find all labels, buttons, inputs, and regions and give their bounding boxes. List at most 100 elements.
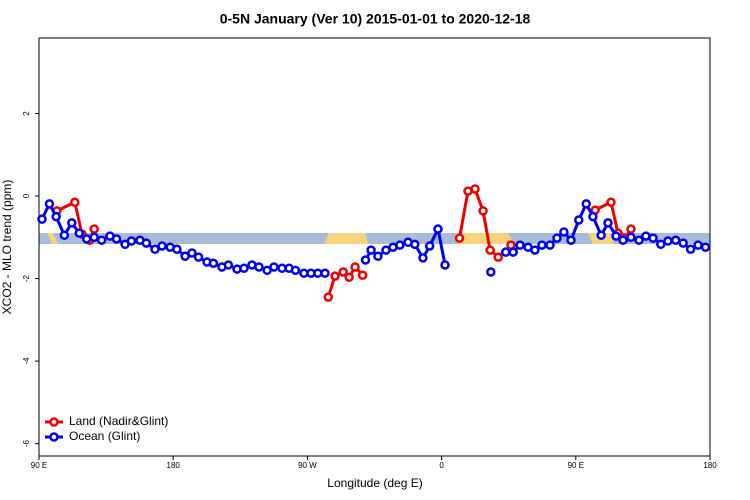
data-point bbox=[486, 267, 496, 277]
y-tick-label: -4 bbox=[22, 357, 31, 365]
data-point bbox=[530, 245, 540, 255]
data-point bbox=[89, 224, 99, 234]
data-point bbox=[81, 234, 92, 244]
data-point bbox=[603, 218, 613, 228]
data-point bbox=[618, 235, 628, 245]
data-point bbox=[239, 263, 249, 274]
data-point bbox=[89, 232, 99, 243]
data-point bbox=[678, 238, 688, 248]
data-point bbox=[611, 231, 621, 241]
data-point bbox=[424, 241, 435, 251]
data-point bbox=[208, 258, 219, 269]
x-axis-label: Longitude (deg E) bbox=[327, 476, 422, 490]
data-point bbox=[433, 224, 443, 234]
data-point bbox=[581, 199, 591, 209]
y-tick-label: 2 bbox=[22, 111, 31, 116]
data-point bbox=[515, 240, 525, 250]
data-point bbox=[545, 240, 555, 250]
x-tick-label: 180 bbox=[167, 461, 181, 470]
data-point bbox=[223, 260, 234, 270]
data-point bbox=[508, 247, 518, 257]
data-point bbox=[366, 245, 376, 255]
data-point bbox=[96, 235, 107, 245]
data-point bbox=[373, 251, 383, 262]
data-point bbox=[670, 235, 681, 245]
data-point bbox=[269, 262, 279, 272]
data-point bbox=[330, 271, 340, 281]
land-band bbox=[324, 233, 368, 244]
data-point bbox=[537, 240, 547, 250]
land-band bbox=[47, 233, 58, 244]
data-point bbox=[606, 197, 616, 207]
x-tick-label: 90 W bbox=[298, 461, 317, 470]
data-point bbox=[111, 234, 122, 244]
legend-marker bbox=[49, 417, 59, 427]
data-point bbox=[67, 218, 77, 228]
data-point bbox=[357, 270, 368, 281]
data-point bbox=[485, 245, 495, 255]
data-point bbox=[470, 184, 480, 194]
data-point bbox=[588, 211, 598, 222]
data-point bbox=[663, 236, 673, 246]
legend: Land (Nadir&Glint)Ocean (Glint) bbox=[45, 414, 168, 443]
x-tick-label: 180 bbox=[703, 461, 717, 470]
data-point bbox=[193, 252, 204, 262]
surface-band bbox=[39, 233, 710, 244]
legend-label: Land (Nadir&Glint) bbox=[69, 414, 168, 428]
data-point bbox=[344, 272, 354, 283]
data-point bbox=[126, 236, 137, 246]
data-point bbox=[187, 248, 197, 258]
data-point bbox=[552, 233, 562, 243]
data-point bbox=[500, 247, 511, 257]
data-point bbox=[685, 244, 696, 255]
y-axis-label: XCO2 - MLO trend (ppm) bbox=[0, 180, 14, 315]
data-point bbox=[478, 206, 488, 216]
data-point bbox=[360, 255, 371, 265]
ocean-band bbox=[39, 233, 710, 244]
data-point bbox=[656, 239, 666, 250]
data-point bbox=[574, 215, 584, 225]
data-point bbox=[440, 260, 450, 270]
data-point bbox=[290, 265, 301, 276]
data-point bbox=[74, 228, 85, 238]
x-tick-label: 90 E bbox=[31, 461, 47, 470]
data-point bbox=[51, 211, 61, 222]
data-point bbox=[410, 239, 420, 250]
data-point bbox=[59, 230, 70, 240]
data-point bbox=[37, 214, 47, 224]
data-point bbox=[493, 252, 504, 262]
data-point bbox=[596, 230, 606, 240]
data-point bbox=[254, 262, 264, 272]
data-point bbox=[350, 262, 360, 272]
data-point bbox=[395, 240, 405, 250]
legend-label: Ocean (Glint) bbox=[69, 429, 140, 443]
data-point bbox=[626, 224, 636, 234]
y-tick-label: 0 bbox=[22, 193, 31, 198]
data-point bbox=[44, 199, 55, 209]
x-tick-label: 90 E bbox=[568, 461, 584, 470]
data-point bbox=[693, 240, 703, 250]
data-point bbox=[172, 244, 182, 255]
y-tick-label: -2 bbox=[22, 274, 31, 282]
data-point bbox=[70, 197, 80, 207]
data-point bbox=[559, 227, 569, 237]
data-point bbox=[338, 267, 348, 277]
x-tick-label: 0 bbox=[439, 461, 444, 470]
data-point bbox=[150, 244, 160, 255]
data-point bbox=[320, 268, 330, 278]
data-point bbox=[566, 235, 576, 245]
land-band bbox=[455, 233, 514, 244]
data-point bbox=[418, 253, 428, 263]
data-point bbox=[700, 242, 711, 252]
data-point bbox=[648, 233, 658, 243]
data-point bbox=[454, 233, 465, 243]
data-point bbox=[634, 235, 644, 245]
data-point bbox=[157, 241, 167, 251]
data-point bbox=[323, 292, 334, 302]
data-point bbox=[141, 238, 152, 248]
chart-title: 0-5N January (Ver 10) 2015-01-01 to 2020… bbox=[220, 11, 531, 27]
data-point bbox=[626, 232, 636, 243]
legend-marker bbox=[49, 432, 59, 442]
